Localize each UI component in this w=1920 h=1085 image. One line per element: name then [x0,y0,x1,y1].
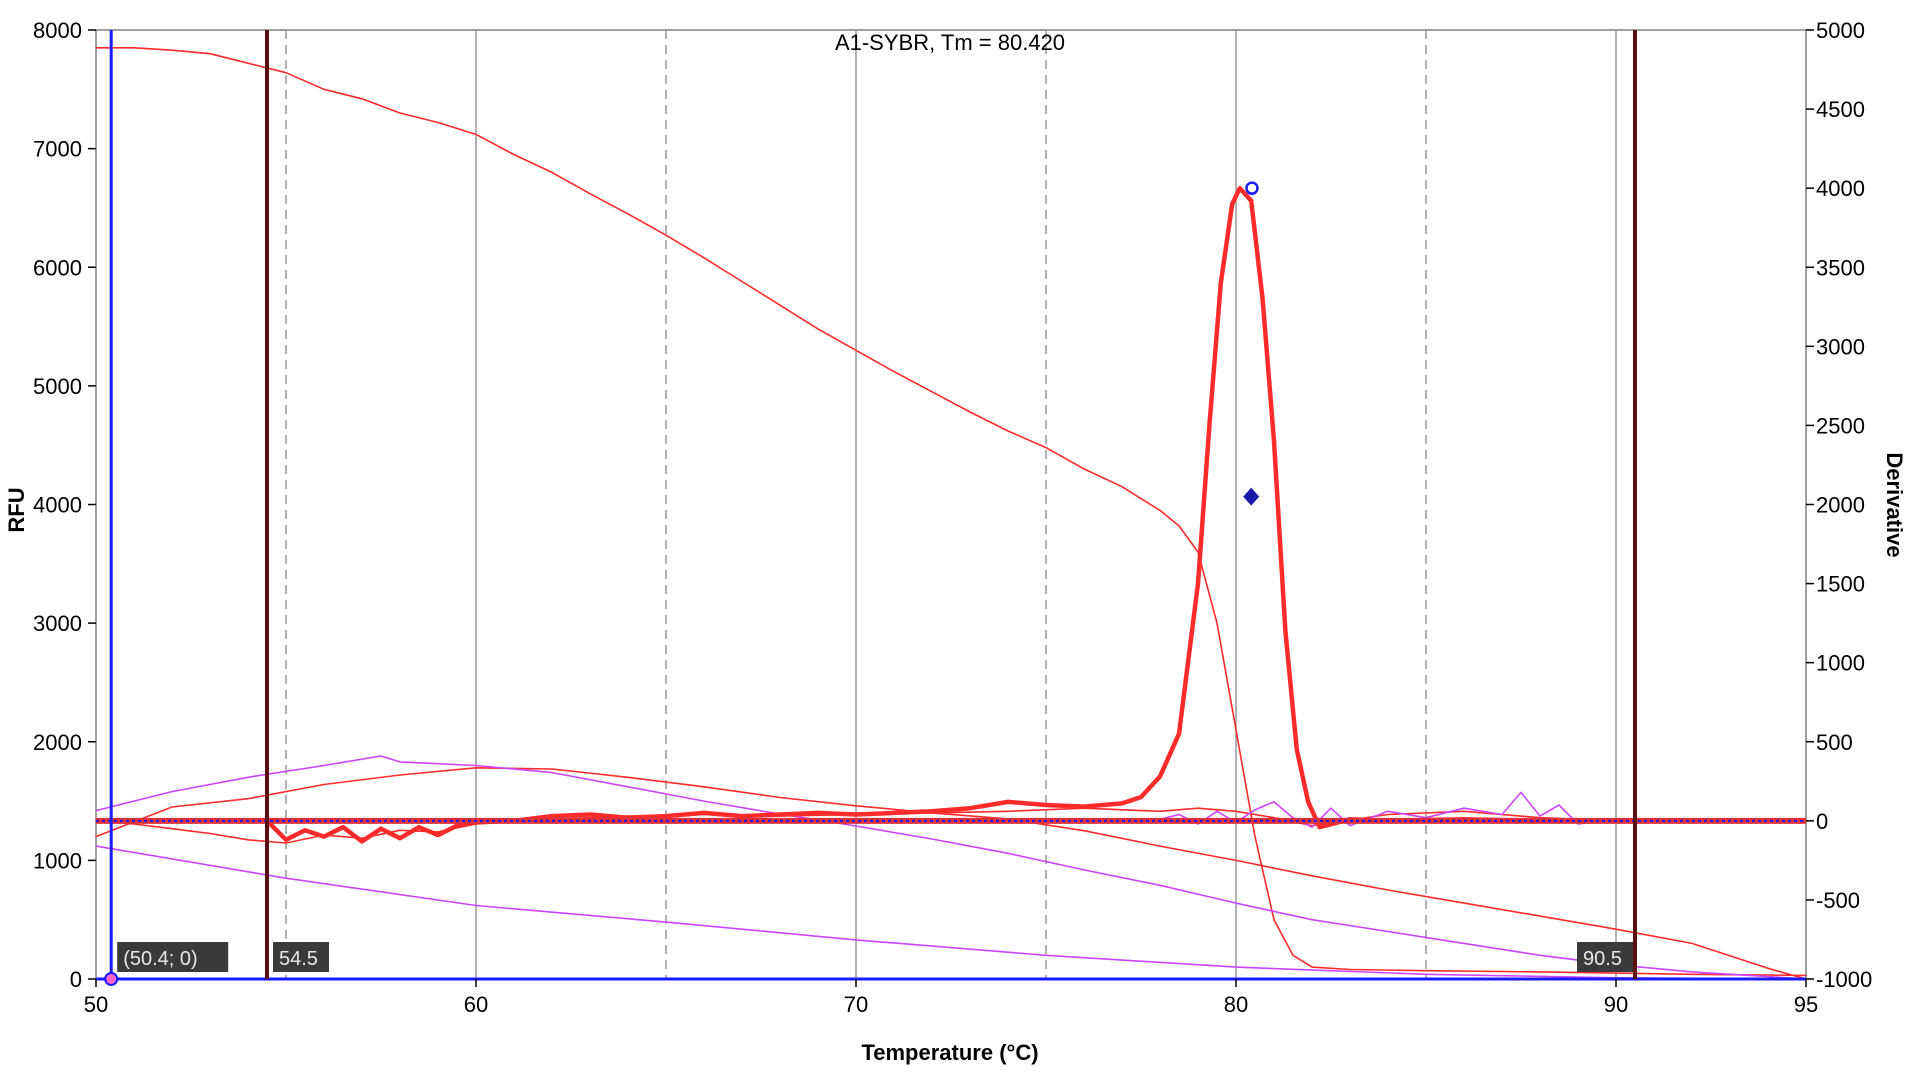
x-tick-label: 80 [1224,992,1248,1017]
y-tick-label: 4000 [33,493,82,518]
cursor-label-box-1 [117,942,229,972]
x-tick-label: 60 [464,992,488,1017]
y-tick-label: 7000 [33,137,82,162]
y2-axis-title: Derivative [1882,452,1907,557]
y2-tick-label: 500 [1816,730,1853,755]
y2-tick-label: 3000 [1816,334,1865,359]
x-tick-label: 70 [844,992,868,1017]
cursor-label-1: (50.4; 0) [123,948,197,970]
cursor-label-box-3 [1577,942,1633,972]
y2-tick-label: 2500 [1816,413,1865,438]
cursor-label-3: 90.5 [1583,948,1622,970]
y-tick-label: 0 [70,967,82,992]
series-line-1 [95,46,1807,977]
y2-tick-label: 4500 [1816,97,1865,122]
y-tick-label: 3000 [33,611,82,636]
cursor-origin-marker [104,972,119,986]
y2-tick-label: -1000 [1816,967,1872,992]
y-tick-label: 5000 [33,374,82,399]
x-axis-title: Temperature (°C) [861,1040,1038,1065]
baseline-layer [96,817,1806,981]
cursor-layer[interactable]: (50.4; 0) 54.5 90.5 [104,30,1637,986]
series-line-3 [95,755,1807,980]
x-tick-label: 50 [84,992,108,1017]
series-line-4 [95,845,1807,980]
y-tick-label: 1000 [33,848,82,873]
x-tick-label: 90 [1604,992,1628,1017]
x-tick-label: 95 [1794,992,1818,1017]
y2-tick-label: -500 [1816,888,1860,913]
y2-tick-label: 2000 [1816,493,1865,518]
y2-tick-label: 1000 [1816,651,1865,676]
y-axis-title: RFU [4,487,29,532]
tm-peak-marker [1245,181,1259,195]
chart-title: A1-SYBR, Tm = 80.420 [835,30,1065,55]
series-line-7 [264,185,1619,844]
series-layer [95,46,1807,980]
y2-tick-label: 1500 [1816,572,1865,597]
cursor-label-2: 54.5 [279,948,318,970]
y-tick-label: 8000 [33,18,82,43]
axis-layer: 010002000300040005000600070008000-1000-5… [33,18,1872,1017]
series-line-6 [1159,791,1617,829]
y2-tick-label: 4000 [1816,176,1865,201]
y2-tick-label: 0 [1816,809,1828,834]
diamond-marker [1243,487,1260,506]
series-line-2 [95,766,1807,980]
y2-tick-label: 3500 [1816,255,1865,280]
marker-layer [1243,181,1260,506]
cursor-label-box-2 [273,942,329,972]
y-tick-label: 2000 [33,730,82,755]
y-tick-label: 6000 [33,255,82,280]
y2-tick-label: 5000 [1816,18,1865,43]
